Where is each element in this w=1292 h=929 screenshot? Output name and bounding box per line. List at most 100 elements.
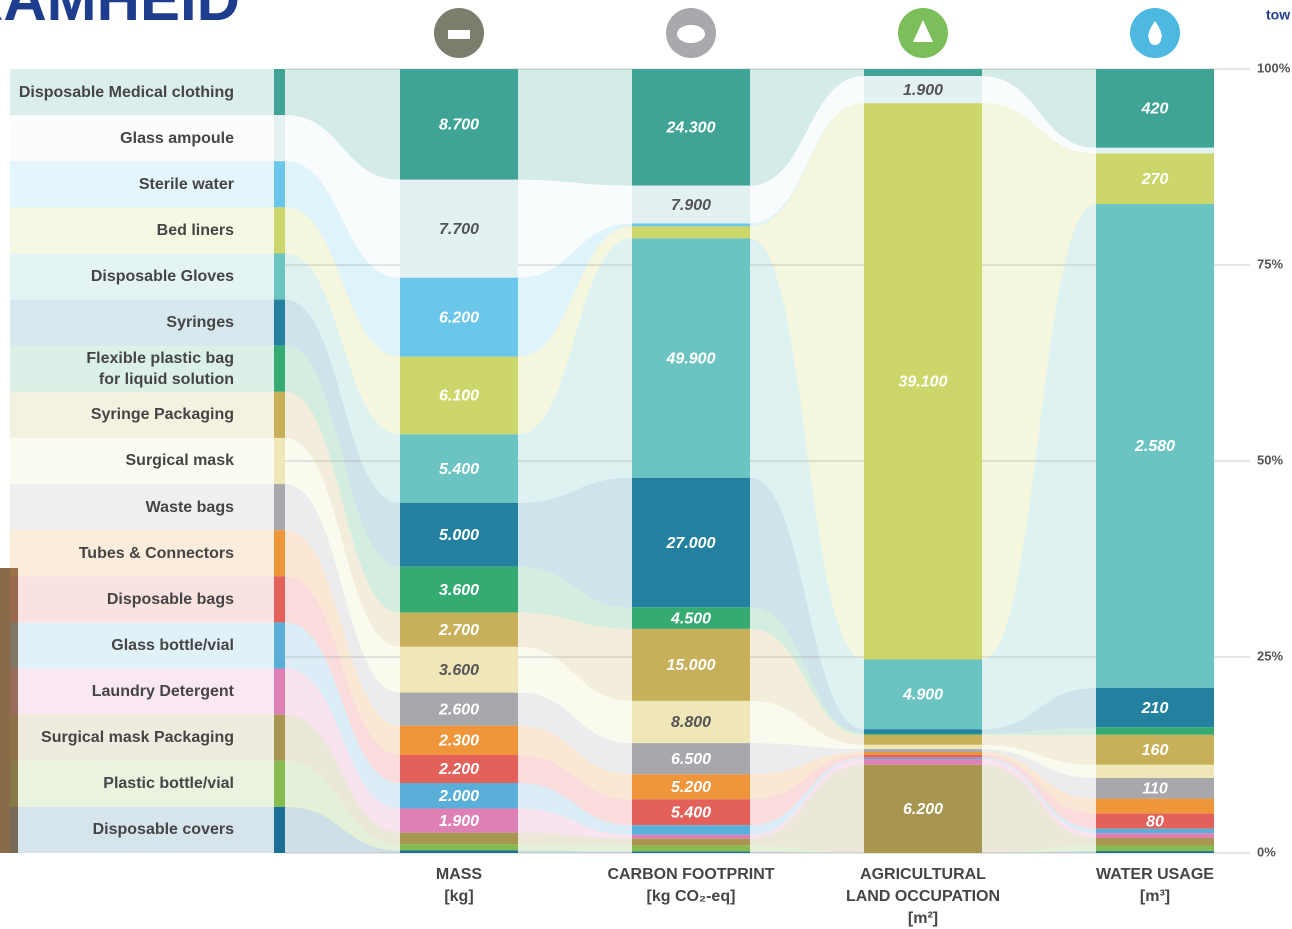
flow	[750, 69, 864, 186]
legend-row-bg	[10, 207, 274, 254]
flow	[285, 253, 400, 503]
legend-item: Surgical mask	[10, 438, 274, 484]
flow	[518, 844, 632, 852]
legend-item: Syringe Packaging	[10, 392, 274, 438]
bar-segment	[1096, 764, 1214, 778]
bar-segment	[864, 69, 982, 77]
bar-segment	[864, 733, 982, 735]
legend-swatch	[274, 253, 285, 300]
photo-strip	[0, 568, 18, 853]
legend-label: Waste bags	[145, 498, 234, 516]
legend-swatch	[274, 207, 285, 254]
bar-segment	[632, 799, 750, 826]
value-label: 420	[1141, 101, 1169, 118]
flow	[518, 238, 632, 503]
legend-item: Disposable Medical clothing	[10, 69, 274, 115]
bar-segment	[1096, 734, 1214, 765]
legend-item: Flexible plastic bag for liquid solution	[10, 346, 274, 392]
value-label: 6.200	[903, 801, 943, 818]
value-label: 160	[1142, 742, 1169, 759]
flow	[518, 850, 632, 853]
legend-swatch	[274, 806, 285, 853]
value-label: 7.700	[439, 221, 479, 238]
value-label: 49.900	[666, 350, 716, 367]
legend-rows	[10, 69, 285, 853]
legend-swatch	[274, 345, 285, 392]
x-axis-label: AGRICULTURAL	[860, 866, 986, 883]
x-axis-label: CARBON FOOTPRINT	[607, 866, 774, 883]
flow	[518, 808, 632, 839]
flow	[518, 692, 632, 775]
legend-label: Sterile water	[138, 175, 234, 193]
flow	[518, 179, 632, 278]
flow	[750, 628, 864, 745]
x-axis-label: [kg]	[444, 888, 473, 905]
bar-segment	[400, 612, 518, 647]
value-label: 24.300	[666, 120, 716, 137]
flow	[285, 668, 400, 833]
bar-segment	[632, 238, 750, 478]
flow	[750, 76, 864, 224]
bar-segment	[1096, 845, 1214, 852]
y-tick-label: 75%	[1257, 256, 1283, 271]
bar-segment	[400, 646, 518, 693]
legend-item: Plastic bottle/vial	[10, 761, 274, 807]
bar-segment	[1096, 204, 1214, 688]
value-label: 5.200	[671, 779, 711, 796]
bar-segment	[1096, 798, 1214, 814]
value-label: 2.000	[438, 788, 479, 805]
bar-segment	[400, 356, 518, 435]
bar-segment	[632, 743, 750, 775]
flow	[285, 484, 400, 726]
bar-segment	[632, 825, 750, 835]
flow	[750, 764, 864, 853]
flow	[518, 566, 632, 629]
legend-label: Disposable Medical clothing	[18, 83, 234, 101]
legend-row-bg	[10, 622, 274, 669]
bar-segment	[632, 851, 750, 853]
bar-segment	[400, 755, 518, 783]
value-label: 2.600	[438, 701, 479, 718]
flow	[518, 646, 632, 744]
bar-segment	[864, 749, 982, 752]
bar-segment	[632, 834, 750, 839]
flow	[982, 76, 1096, 154]
flow	[285, 391, 400, 647]
flow	[285, 760, 400, 851]
value-label: 4.500	[670, 610, 711, 627]
bar-segment	[1096, 153, 1214, 205]
bar-segment	[632, 185, 750, 224]
value-label: 8.700	[439, 117, 479, 134]
bar-segment	[400, 179, 518, 278]
value-label: 15.000	[667, 657, 716, 674]
y-tick-label: 0%	[1257, 844, 1276, 859]
legend-label: Glass bottle/vial	[111, 636, 234, 654]
flow	[982, 845, 1096, 853]
value-label: 3.600	[439, 662, 479, 679]
flow	[285, 69, 400, 180]
bar-segment	[400, 434, 518, 503]
flow	[750, 759, 864, 839]
bar-segment	[1096, 837, 1214, 846]
legend-swatch	[274, 484, 285, 531]
value-label: 110	[1142, 781, 1168, 798]
flow	[285, 806, 400, 853]
legend-row-bg	[10, 806, 274, 853]
legend-row-bg	[10, 345, 274, 392]
flow	[518, 755, 632, 826]
flow	[982, 727, 1096, 735]
legend-item: Bed liners	[10, 207, 274, 253]
value-label: 5.400	[439, 461, 479, 478]
legend-row-bg	[10, 69, 274, 116]
value-label: 6.500	[671, 751, 711, 768]
y-tick-label: 50%	[1257, 452, 1283, 467]
flow	[285, 714, 400, 845]
legend-swatch	[274, 437, 285, 485]
value-label: 2.200	[438, 761, 479, 778]
flow	[982, 754, 1096, 829]
bar-segment	[864, 754, 982, 758]
value-label: 3.600	[439, 582, 479, 599]
legend-swatch	[274, 576, 285, 623]
value-label: 4.900	[902, 687, 943, 704]
bar-segment	[864, 757, 982, 760]
